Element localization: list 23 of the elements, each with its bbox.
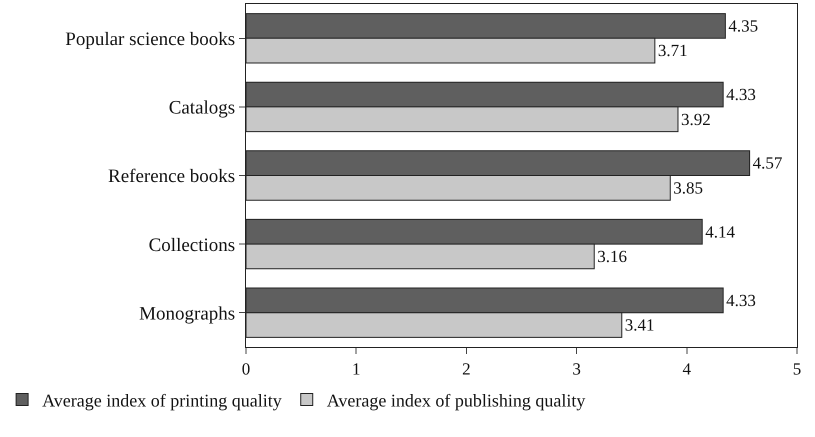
- x-tick-label: 3: [572, 359, 581, 378]
- data-label: 3.16: [597, 246, 627, 266]
- data-label: 3.85: [673, 178, 704, 198]
- x-tick-label: 1: [352, 359, 360, 378]
- data-label: 3.71: [658, 41, 688, 60]
- x-tick-label: 5: [792, 359, 802, 378]
- x-tick-label: 4: [682, 359, 692, 378]
- x-tick-label: 0: [242, 359, 250, 378]
- legend-label: Average index of publishing quality: [326, 390, 586, 411]
- x-tick-label: 2: [462, 359, 471, 378]
- y-tick-label: Reference books: [108, 166, 236, 188]
- data-label: 4.33: [726, 290, 756, 310]
- data-label: 4.33: [726, 85, 756, 104]
- data-label: 3.92: [680, 110, 711, 129]
- data-label: 4.35: [728, 16, 758, 36]
- y-tick-label: Catalogs: [168, 98, 236, 119]
- data-label: 4.14: [705, 222, 736, 242]
- y-tick-label: Monographs: [139, 303, 236, 324]
- y-tick-label: Popular science books: [65, 28, 236, 50]
- legend-label: Average index of printing quality: [42, 390, 282, 411]
- data-label: 4.57: [752, 154, 783, 173]
- y-tick-label: Collections: [148, 234, 236, 256]
- data-label: 3.41: [624, 316, 655, 335]
